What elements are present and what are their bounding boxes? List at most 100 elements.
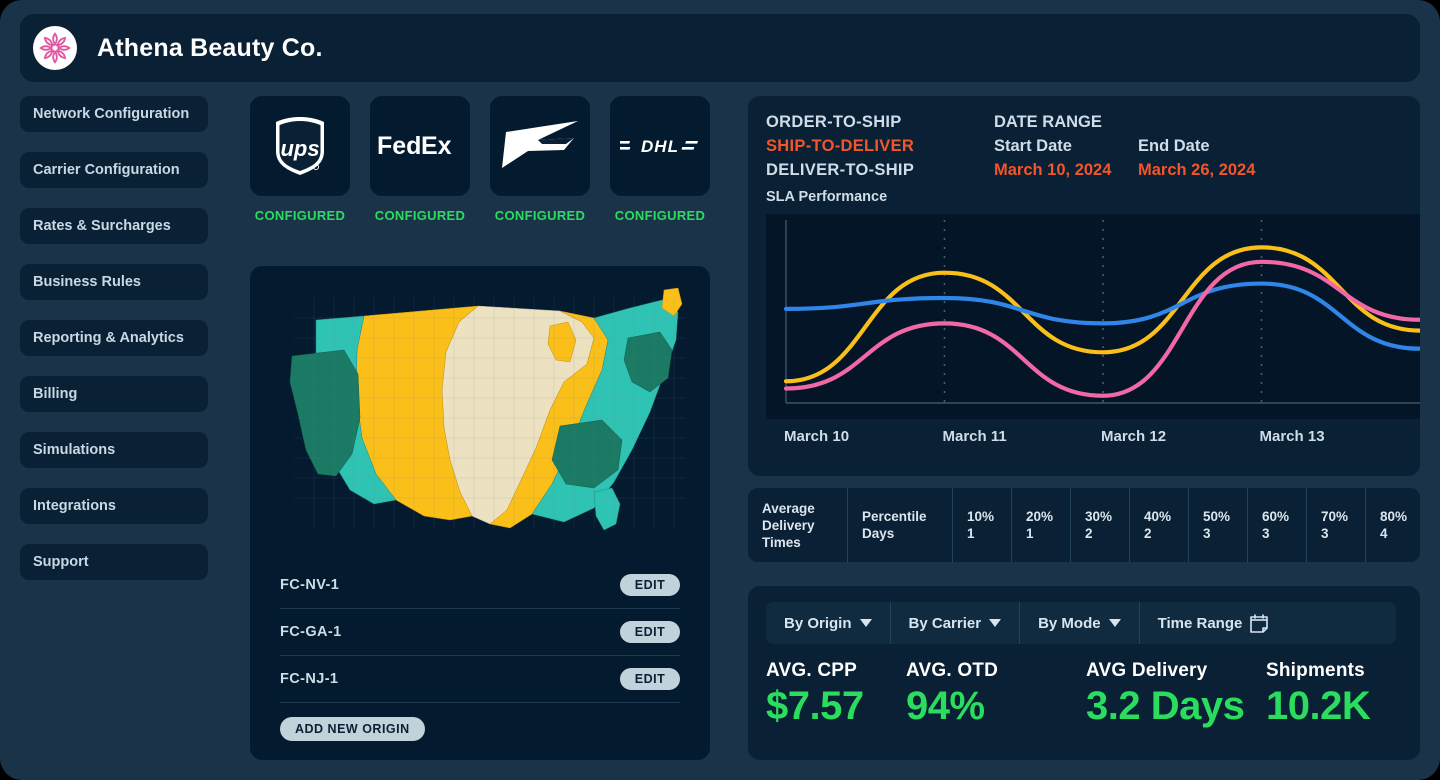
- county-grid: [294, 298, 684, 528]
- column-value: 1: [967, 526, 975, 541]
- kpi-card: AVG. CPP $7.57: [766, 660, 864, 729]
- sidebar-item-billing[interactable]: Billing: [20, 376, 208, 412]
- start-date-label: Start Date: [994, 137, 1072, 155]
- origin-name: FC-NV-1: [280, 577, 340, 593]
- start-date-field[interactable]: Start Date March 10, 2024: [994, 134, 1114, 182]
- sidebar-item-business-rules[interactable]: Business Rules: [20, 264, 208, 300]
- filter-label: By Carrier: [908, 614, 982, 632]
- row-header-line: Delivery: [762, 517, 815, 533]
- filter-time-range[interactable]: Time Range: [1140, 602, 1287, 644]
- sidebar-item-reporting-analytics[interactable]: Reporting & Analytics: [20, 320, 208, 356]
- column-header: 60%: [1262, 509, 1290, 524]
- table-column: 70% 3: [1307, 488, 1366, 562]
- column-header: 80%: [1380, 509, 1408, 524]
- dhl-logo-icon: DHL: [610, 96, 710, 196]
- chart-title: SLA Performance: [766, 189, 888, 205]
- column-value: 4: [1380, 526, 1388, 541]
- brand-name: Athena Beauty Co.: [97, 33, 323, 62]
- kpi-card: AVG Delivery 3.2 Days: [1086, 660, 1245, 729]
- sidebar-item-label: Support: [33, 554, 89, 570]
- carrier-status-badge: CONFIGURED: [614, 208, 706, 223]
- edit-origin-button[interactable]: EDIT: [620, 621, 680, 643]
- kpi-label: Shipments: [1266, 660, 1365, 681]
- column-header: 10%: [967, 509, 995, 524]
- kpi-value: 3.2 Days: [1086, 684, 1245, 728]
- column-value: Days: [862, 526, 895, 541]
- sidebar-item-support[interactable]: Support: [20, 544, 208, 580]
- carrier-card-ups[interactable]: ups CONFIGURED: [250, 96, 350, 223]
- sidebar-item-rates-surcharges[interactable]: Rates & Surcharges: [20, 208, 208, 244]
- metric-order-to-ship[interactable]: ORDER-TO-SHIP: [766, 113, 902, 131]
- metric-ship-to-deliver[interactable]: SHIP-TO-DELIVER: [766, 137, 915, 155]
- kpi-value: $7.57: [766, 684, 864, 728]
- filter-bar: By Origin By Carrier By Mode Time Range: [766, 602, 1396, 644]
- origin-row: FC-NJ-1 EDIT: [280, 656, 680, 703]
- carrier-tiles: ups CONFIGURED Fed Ex CONFIGURED CONFIGURED DH…: [250, 96, 710, 223]
- origin-row: FC-GA-1 EDIT: [280, 609, 680, 656]
- table-column: 50% 3: [1189, 488, 1248, 562]
- filter-by-mode[interactable]: By Mode: [1020, 602, 1140, 644]
- zone-origin-southeast: [551, 419, 623, 489]
- end-date-value: March 26, 2024: [1138, 161, 1256, 179]
- zone-origin-northeast: [623, 331, 673, 393]
- date-range-block: DATE RANGE Start Date March 10, 2024 End…: [994, 110, 1258, 182]
- filter-by-carrier[interactable]: By Carrier: [891, 602, 1021, 644]
- svg-text:ups: ups: [280, 136, 319, 161]
- sla-metric-list: ORDER-TO-SHIP SHIP-TO-DELIVER DELIVER-TO…: [766, 110, 994, 182]
- sidebar-item-label: Simulations: [33, 442, 116, 458]
- carrier-status-badge: CONFIGURED: [374, 208, 466, 223]
- sidebar-item-label: Carrier Configuration: [33, 162, 180, 178]
- usps-eagle-logo-icon: [490, 96, 590, 196]
- table-column: 80% 4: [1366, 488, 1420, 562]
- column-value: 3: [1262, 526, 1270, 541]
- zone-maine: [661, 287, 683, 317]
- column-header: 40%: [1144, 509, 1172, 524]
- zone-florida: [593, 487, 621, 531]
- chevron-down-icon: [1108, 619, 1121, 627]
- kpi-card: AVG. OTD 94%: [906, 660, 998, 729]
- sidebar-item-label: Network Configuration: [33, 106, 190, 122]
- origin-name: FC-GA-1: [280, 624, 342, 640]
- edit-origin-button[interactable]: EDIT: [620, 668, 680, 690]
- us-zone-map[interactable]: [264, 278, 696, 548]
- x-tick-label: March 13: [1259, 428, 1325, 445]
- sidebar-item-carrier-configuration[interactable]: Carrier Configuration: [20, 152, 208, 188]
- sla-performance-panel: ORDER-TO-SHIP SHIP-TO-DELIVER DELIVER-TO…: [748, 96, 1420, 476]
- sidebar-item-network-configuration[interactable]: Network Configuration: [20, 96, 208, 132]
- column-value: 2: [1085, 526, 1093, 541]
- column-header: 50%: [1203, 509, 1231, 524]
- fedex-logo-icon: Fed Ex: [370, 96, 470, 196]
- sidebar-item-simulations[interactable]: Simulations: [20, 432, 208, 468]
- sla-line-chart[interactable]: [766, 214, 1420, 419]
- end-date-label: End Date: [1138, 137, 1210, 155]
- filter-by-origin[interactable]: By Origin: [766, 602, 891, 644]
- add-new-origin-button[interactable]: ADD NEW ORIGIN: [280, 717, 425, 741]
- origins-list: FC-NV-1 EDIT FC-GA-1 EDIT FC-NJ-1 EDIT ADD NEW…: [280, 562, 680, 741]
- carrier-card-fedex[interactable]: Fed Ex CONFIGURED: [370, 96, 470, 223]
- average-delivery-times-table: Average Delivery Times Percentile Days 10% 1 20…: [748, 488, 1420, 562]
- row-header-line: Times: [762, 534, 801, 550]
- svg-text:Fed: Fed: [377, 132, 421, 160]
- column-header: 70%: [1321, 509, 1349, 524]
- table-column: 20% 1: [1012, 488, 1071, 562]
- table-column: 40% 2: [1130, 488, 1189, 562]
- table-row-header: Average Delivery Times: [748, 488, 848, 562]
- filter-label: By Origin: [784, 614, 852, 632]
- chevron-down-icon: [859, 619, 872, 627]
- svg-text:Ex: Ex: [421, 132, 452, 160]
- sidebar-item-label: Rates & Surcharges: [33, 218, 171, 234]
- chart-x-axis: March 10 March 11 March 12 March 13: [766, 428, 1420, 452]
- end-date-field[interactable]: End Date March 26, 2024: [1138, 134, 1258, 182]
- x-tick-label: March 12: [1101, 428, 1167, 445]
- column-value: 3: [1321, 526, 1329, 541]
- kpi-card: Shipments 10.2K: [1266, 660, 1371, 729]
- carrier-card-usps[interactable]: CONFIGURED: [490, 96, 590, 223]
- carrier-card-dhl[interactable]: DHL CONFIGURED: [610, 96, 710, 223]
- kpi-panel: By Origin By Carrier By Mode Time Range AVG…: [748, 586, 1420, 760]
- metric-deliver-to-ship[interactable]: DELIVER-TO-SHIP: [766, 161, 915, 179]
- edit-origin-button[interactable]: EDIT: [620, 574, 680, 596]
- carrier-status-badge: CONFIGURED: [254, 208, 346, 223]
- sidebar-item-integrations[interactable]: Integrations: [20, 488, 208, 524]
- table-column: 60% 3: [1248, 488, 1307, 562]
